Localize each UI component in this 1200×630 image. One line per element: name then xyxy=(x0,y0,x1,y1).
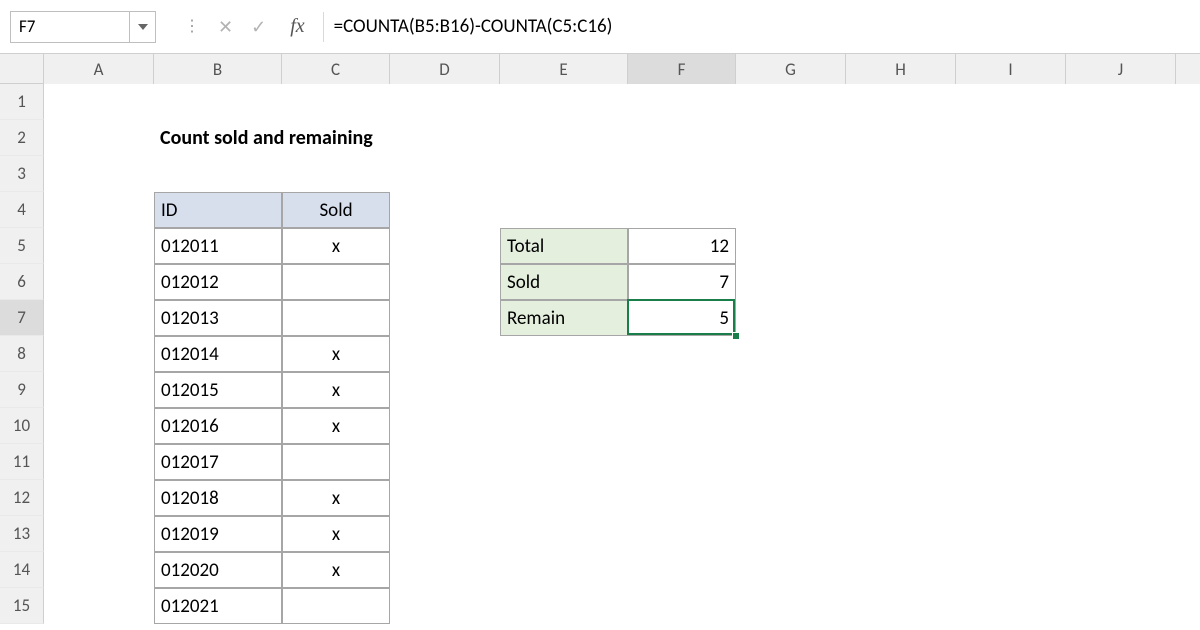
table-cell-sold[interactable]: x xyxy=(282,228,390,264)
summary-label[interactable]: Sold xyxy=(500,264,628,300)
row-header-9[interactable]: 9 xyxy=(0,372,44,408)
row-header-1[interactable]: 1 xyxy=(0,84,44,120)
table-cell-id[interactable]: 012012 xyxy=(154,264,282,300)
table-cell-sold[interactable]: x xyxy=(282,552,390,588)
row-header-12[interactable]: 12 xyxy=(0,480,44,516)
formula-input[interactable]: =COUNTA(B5:B16)-COUNTA(C5:C16) xyxy=(324,0,1200,53)
summary-value[interactable]: 5 xyxy=(628,300,736,336)
table-cell-id[interactable]: 012013 xyxy=(154,300,282,336)
row-header-15[interactable]: 15 xyxy=(0,588,44,624)
table-cell-sold[interactable] xyxy=(282,264,390,300)
column-header-A[interactable]: A xyxy=(44,54,154,84)
summary-value[interactable]: 7 xyxy=(628,264,736,300)
table-cell-sold[interactable]: x xyxy=(282,336,390,372)
table-cell-sold[interactable]: x xyxy=(282,372,390,408)
table-cell-id[interactable]: 012018 xyxy=(154,480,282,516)
worksheet[interactable]: ABCDEFGHIJK 123456789101112131415 Count … xyxy=(0,54,1200,630)
column-header-E[interactable]: E xyxy=(500,54,628,84)
row-header-3[interactable]: 3 xyxy=(0,156,44,192)
enter-icon[interactable]: ✓ xyxy=(251,16,266,38)
row-header-8[interactable]: 8 xyxy=(0,336,44,372)
table-cell-id[interactable]: 012016 xyxy=(154,408,282,444)
cancel-icon[interactable]: ✕ xyxy=(218,16,233,38)
row-header-13[interactable]: 13 xyxy=(0,516,44,552)
row-header-14[interactable]: 14 xyxy=(0,552,44,588)
table-cell-id[interactable]: 012011 xyxy=(154,228,282,264)
row-headers: 123456789101112131415 xyxy=(0,84,44,624)
table-header-id[interactable]: ID xyxy=(154,192,282,228)
column-header-F[interactable]: F xyxy=(628,54,736,84)
column-header-B[interactable]: B xyxy=(154,54,282,84)
page-title[interactable]: Count sold and remaining xyxy=(154,120,500,156)
chevron-down-icon xyxy=(138,24,148,30)
row-header-10[interactable]: 10 xyxy=(0,408,44,444)
fx-icon[interactable]: fx xyxy=(290,15,304,38)
row-header-5[interactable]: 5 xyxy=(0,228,44,264)
name-box-wrap: F7 xyxy=(0,0,156,53)
table-cell-sold[interactable]: x xyxy=(282,408,390,444)
row-header-6[interactable]: 6 xyxy=(0,264,44,300)
column-headers: ABCDEFGHIJK xyxy=(44,54,1200,84)
summary-label[interactable]: Total xyxy=(500,228,628,264)
table-header-sold[interactable]: Sold xyxy=(282,192,390,228)
table-cell-id[interactable]: 012020 xyxy=(154,552,282,588)
row-header-7[interactable]: 7 xyxy=(0,300,44,336)
column-header-D[interactable]: D xyxy=(390,54,500,84)
table-cell-sold[interactable] xyxy=(282,300,390,336)
table-cell-id[interactable]: 012021 xyxy=(154,588,282,624)
row-header-11[interactable]: 11 xyxy=(0,444,44,480)
column-header-J[interactable]: J xyxy=(1066,54,1176,84)
select-all-corner[interactable] xyxy=(0,54,44,84)
table-cell-sold[interactable] xyxy=(282,588,390,624)
formula-bar-icons: ⋮ ✕ ✓ fx xyxy=(156,15,323,38)
row-header-2[interactable]: 2 xyxy=(0,120,44,156)
table-cell-sold[interactable] xyxy=(282,444,390,480)
table-cell-id[interactable]: 012014 xyxy=(154,336,282,372)
name-box[interactable]: F7 xyxy=(10,11,130,43)
summary-label[interactable]: Remain xyxy=(500,300,628,336)
formula-bar: F7 ⋮ ✕ ✓ fx =COUNTA(B5:B16)-COUNTA(C5:C1… xyxy=(0,0,1200,54)
table-cell-sold[interactable]: x xyxy=(282,516,390,552)
summary-value[interactable]: 12 xyxy=(628,228,736,264)
column-header-K[interactable]: K xyxy=(1176,54,1200,84)
row-header-4[interactable]: 4 xyxy=(0,192,44,228)
drag-dots-icon: ⋮ xyxy=(184,19,200,35)
table-cell-id[interactable]: 012017 xyxy=(154,444,282,480)
column-header-C[interactable]: C xyxy=(282,54,390,84)
name-box-dropdown[interactable] xyxy=(130,11,156,43)
table-cell-id[interactable]: 012019 xyxy=(154,516,282,552)
column-header-H[interactable]: H xyxy=(846,54,956,84)
table-cell-id[interactable]: 012015 xyxy=(154,372,282,408)
column-header-G[interactable]: G xyxy=(736,54,846,84)
column-header-I[interactable]: I xyxy=(956,54,1066,84)
table-cell-sold[interactable]: x xyxy=(282,480,390,516)
